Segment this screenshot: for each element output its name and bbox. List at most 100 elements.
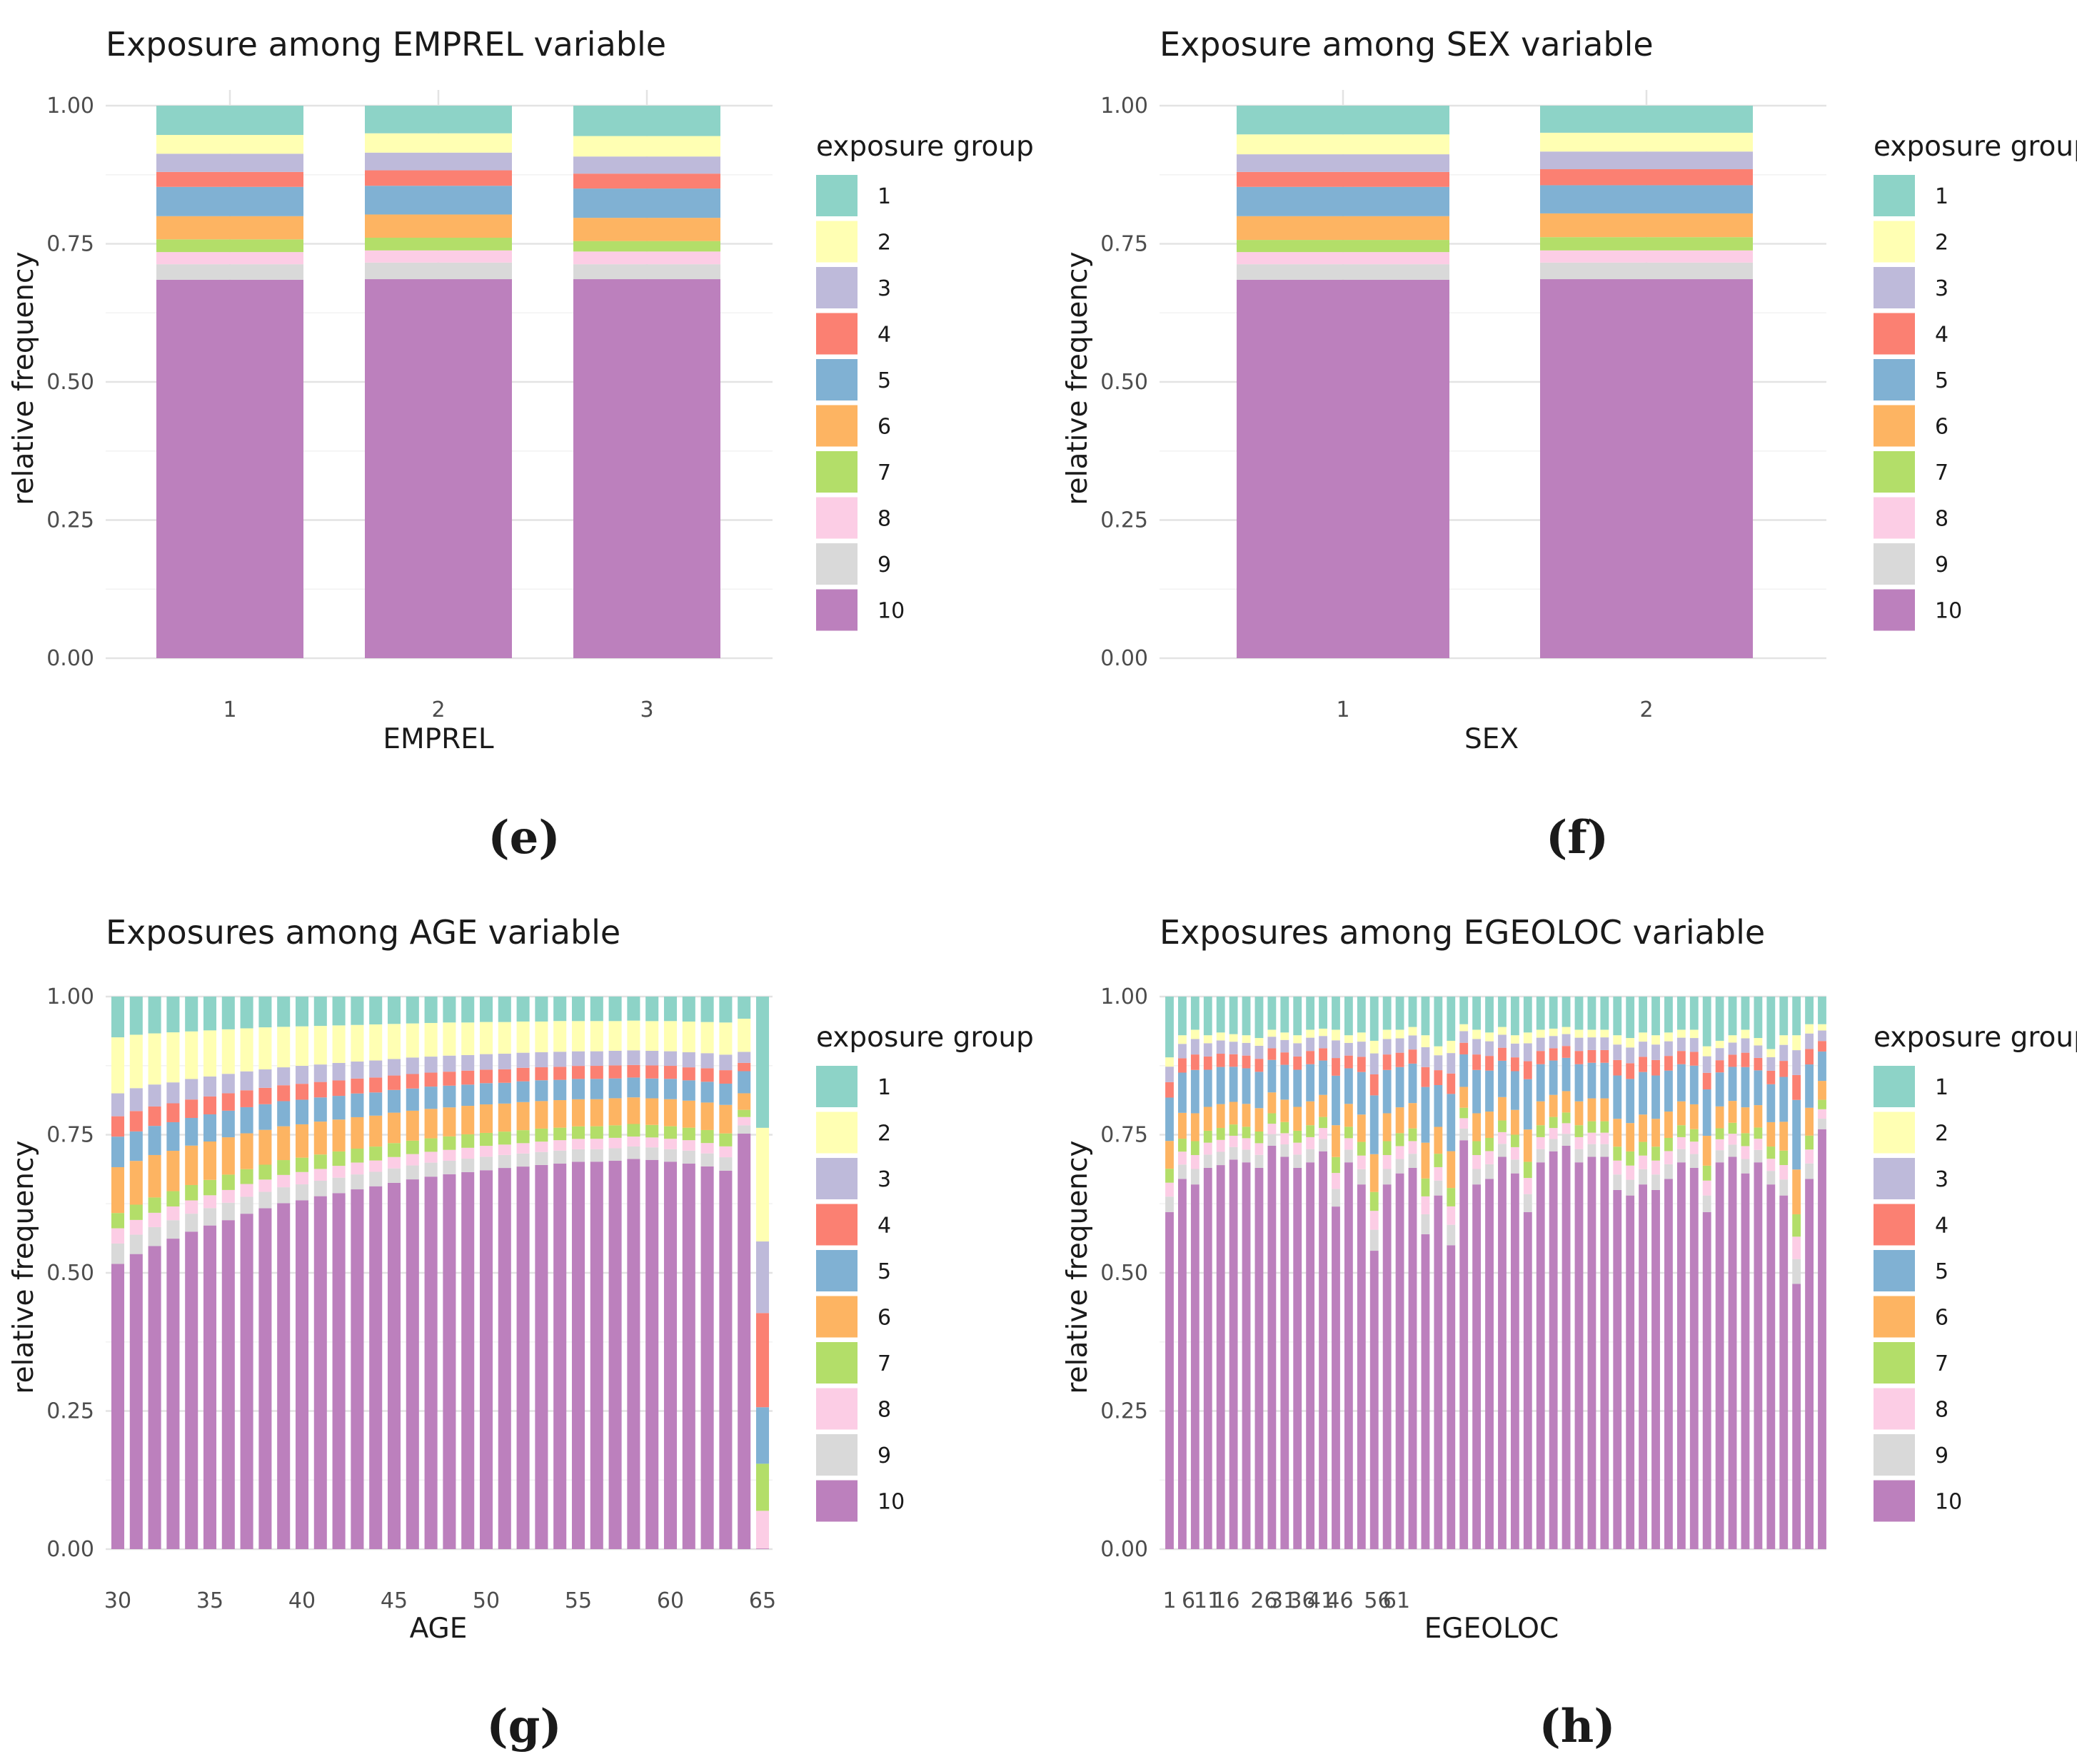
bar-segment-group-3 [295, 1066, 309, 1084]
bar-segment-group-6 [1561, 1091, 1571, 1113]
bar-segment-group-2 [1306, 1029, 1315, 1038]
bar-segment-group-10 [1293, 1167, 1302, 1549]
bar-segment-group-10 [1165, 1211, 1174, 1549]
bar-segment-group-10 [1792, 1284, 1801, 1549]
bar-segment-group-5 [700, 1082, 714, 1103]
bar-segment-group-2 [1421, 1035, 1430, 1047]
legend-label-4: 4 [1935, 1214, 1948, 1239]
bar-segment-group-10 [1523, 1211, 1532, 1549]
bar-segment-group-10 [1280, 1156, 1289, 1549]
bar-segment-group-9 [1702, 1195, 1711, 1212]
legend-title: exposure group [1874, 131, 2077, 163]
bar-segment-group-8 [516, 1143, 530, 1154]
y-tick-label: 0.25 [46, 508, 94, 533]
bar-segment-group-8 [369, 1160, 383, 1172]
legend-label-10: 10 [877, 1490, 905, 1515]
bar-segment-group-8 [1408, 1141, 1417, 1154]
bar-segment-group-2 [1561, 1027, 1571, 1034]
bar-segment-group-8 [365, 250, 512, 263]
legend-title: exposure group [1874, 1022, 2077, 1054]
bar-segment-group-4 [1498, 1047, 1507, 1061]
bar-segment-group-8 [1434, 1166, 1443, 1181]
bar-segment-group-6 [277, 1126, 291, 1161]
bar-segment-group-6 [1510, 1109, 1519, 1135]
bar-segment-group-10 [1332, 1206, 1340, 1549]
bar-segment-group-8 [1447, 1206, 1456, 1225]
bar-segment-group-7 [1549, 1117, 1558, 1129]
bar-segment-group-5 [571, 1079, 585, 1099]
bar-segment-group-6 [1306, 1101, 1315, 1126]
bar-segment-group-10 [166, 1239, 180, 1549]
bar-segment-group-2 [627, 1020, 640, 1051]
bar-segment-group-10 [1702, 1211, 1711, 1549]
bar-segment-group-10 [1676, 1162, 1686, 1549]
bar-segment-group-1 [369, 997, 383, 1024]
bar-segment-group-4 [1702, 1072, 1711, 1090]
bar-segment-group-2 [571, 1021, 585, 1052]
bar-segment-group-7 [1472, 1141, 1482, 1155]
bar-segment-group-9 [369, 1171, 383, 1186]
bar-segment-group-3 [1540, 151, 1753, 170]
bar-segment-group-5 [1203, 1069, 1212, 1107]
bar-segment-group-10 [1766, 1184, 1776, 1549]
legend: exposure group 1 2 3 4 5 6 7 8 9 10 [1874, 1022, 2077, 1522]
bar-segment-group-2 [645, 1021, 659, 1052]
bar-segment-group-4 [1715, 1060, 1724, 1073]
legend-swatch-1 [1874, 1066, 1915, 1107]
bar-segment-group-4 [1613, 1059, 1622, 1076]
bar-segment-group-10 [1357, 1184, 1366, 1549]
bar-segment-group-1 [1498, 997, 1507, 1027]
bar-segment-group-10 [240, 1214, 253, 1549]
bar-segment-group-4 [1254, 1059, 1264, 1072]
bar-segment-group-9 [1434, 1180, 1443, 1196]
bar-segment-group-8 [1639, 1155, 1648, 1169]
x-tick-label: 40 [288, 1588, 316, 1613]
bar-segment-group-6 [1600, 1098, 1609, 1122]
bar-segment-group-5 [1510, 1071, 1519, 1110]
bar-segment-group-9 [277, 1187, 291, 1204]
bar-segment-group-8 [221, 1189, 235, 1203]
bar-segment-group-9 [258, 1191, 272, 1209]
bar-segment-group-4 [1792, 1074, 1801, 1100]
bar-segment-group-5 [645, 1078, 659, 1099]
bar-segment-group-6 [1229, 1102, 1238, 1125]
bar-segment-group-6 [719, 1104, 733, 1134]
bar-segment-group-2 [553, 1021, 567, 1052]
bar-segment-group-4 [663, 1066, 678, 1079]
bar-segment-group-3 [1485, 1041, 1494, 1057]
bar-segment-group-8 [1523, 1178, 1532, 1194]
legend-swatch-4 [816, 313, 858, 355]
bar-segment-group-2 [277, 1027, 291, 1068]
bar-segment-group-10 [203, 1225, 217, 1549]
bar-segment-group-2 [1536, 1029, 1545, 1038]
bar-segment-group-3 [1332, 1040, 1340, 1059]
bar-segment-group-6 [1523, 1129, 1532, 1162]
legend-label-6: 6 [1935, 1306, 1948, 1331]
legend-label-8: 8 [1935, 507, 1948, 532]
bar-segment-group-3 [185, 1079, 198, 1100]
bar-segment-group-1 [461, 997, 475, 1023]
bar-segment-group-4 [1549, 1048, 1558, 1061]
bar-segment-group-5 [387, 1089, 401, 1113]
legend-label-8: 8 [877, 1398, 891, 1423]
bar-segment-group-7 [535, 1128, 548, 1142]
bar-segment-group-7 [1664, 1137, 1673, 1151]
bar-segment-group-5 [1792, 1099, 1801, 1170]
bar-segment-group-3 [240, 1071, 253, 1091]
bar-segment-group-4 [738, 1062, 751, 1072]
bar-segment-group-3 [645, 1051, 659, 1066]
bar-segment-group-3 [258, 1069, 272, 1088]
bar-segment-group-9 [1626, 1179, 1635, 1196]
legend-label-5: 5 [877, 1259, 891, 1284]
bar-segment-group-9 [535, 1151, 548, 1165]
bar-segment-group-4 [1421, 1067, 1430, 1087]
bar-segment-group-10 [148, 1246, 161, 1549]
bar-segment-group-4 [277, 1085, 291, 1102]
bar-segment-group-3 [1766, 1057, 1776, 1071]
bar-segment-group-5 [682, 1080, 695, 1101]
bar-segment-group-3 [1203, 1043, 1212, 1057]
bar-segment-group-8 [1600, 1132, 1609, 1144]
bar-segment-group-4 [498, 1069, 511, 1083]
legend-label-7: 7 [1935, 1351, 1948, 1376]
bar-segment-group-8 [1216, 1139, 1225, 1152]
